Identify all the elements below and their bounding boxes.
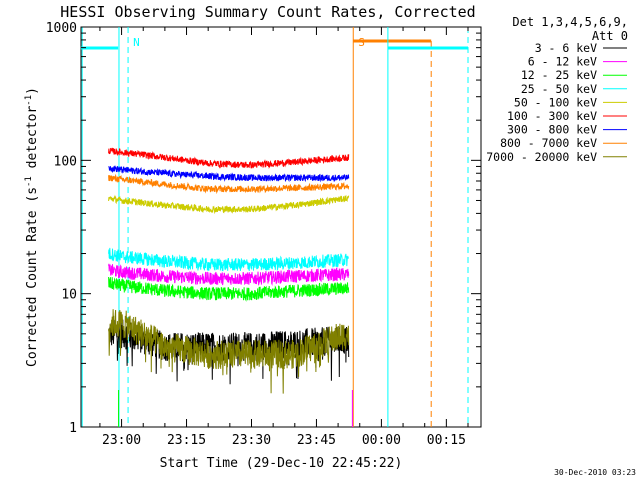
series-layer (108, 147, 350, 394)
legend-label-7: 800 - 7000 keV (500, 136, 597, 150)
x-tick-label-0: 23:00 (102, 433, 141, 448)
legend-header-line-2: Att 0 (592, 29, 628, 43)
annotation-s: S (358, 36, 365, 49)
y-axis-ticks: 1 10 100 1000 (46, 21, 481, 436)
series-line-1 (108, 263, 350, 286)
annotation-n: N (133, 36, 140, 49)
legend-label-8: 7000 - 20000 keV (486, 150, 597, 164)
series-line-3 (108, 247, 350, 272)
x-tick-label-5: 00:15 (427, 433, 466, 448)
x-axis-ticks: 23:00 23:15 23:30 23:45 00:00 00:15 (99, 27, 469, 448)
legend-header-line-1: Det 1,3,4,5,6,9, (512, 15, 628, 29)
legend-label-3: 25 - 50 keV (521, 82, 597, 96)
chart-title: HESSI Observing Summary Count Rates, Cor… (60, 3, 475, 21)
series-line-7 (108, 173, 350, 195)
x-tick-label-1: 23:15 (167, 433, 206, 448)
legend-label-4: 50 - 100 keV (514, 95, 597, 109)
y-tick-label-2: 100 (54, 154, 77, 169)
y-tick-label-3: 1000 (46, 21, 77, 36)
series-line-8 (108, 309, 350, 394)
y-tick-label-1: 10 (61, 288, 77, 303)
legend-label-0: 3 - 6 keV (535, 41, 597, 55)
y-tick-label-0: 1 (69, 421, 77, 436)
legend-label-1: 6 - 12 keV (528, 55, 597, 69)
x-tick-label-3: 23:45 (297, 433, 336, 448)
footer-date: 30-Dec-2010 03:23 (554, 468, 636, 477)
x-tick-label-4: 00:00 (362, 433, 401, 448)
legend-label-2: 12 - 25 keV (521, 68, 597, 82)
x-axis-label: Start Time (29-Dec-10 22:45:22) (160, 456, 403, 471)
series-line-4 (108, 194, 350, 215)
y-axis-label: Corrected Count Rate (s-1 detector-1) (24, 87, 40, 367)
series-line-6 (108, 165, 350, 183)
series-line-2 (108, 276, 350, 302)
series-line-5 (108, 147, 350, 169)
x-tick-label-2: 23:30 (232, 433, 271, 448)
legend-label-6: 300 - 800 keV (507, 123, 597, 137)
legend-label-5: 100 - 300 keV (507, 109, 597, 123)
plot-frame (80, 26, 482, 428)
